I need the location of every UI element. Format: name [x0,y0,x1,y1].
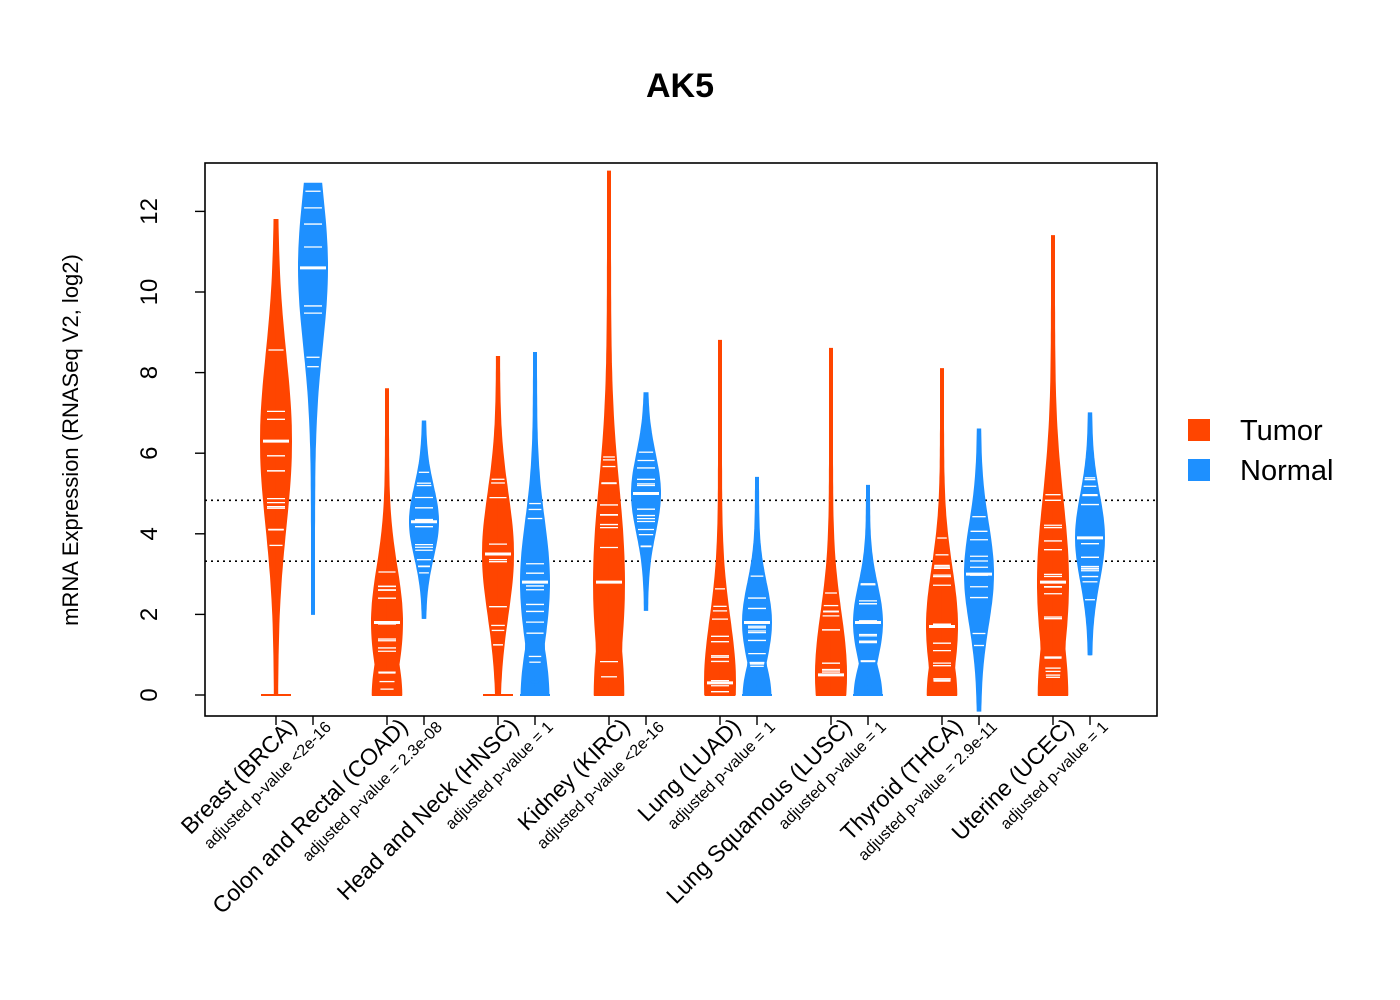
violin [298,182,328,615]
violin [592,170,626,696]
violin [481,356,515,696]
y-tick-label: 2 [136,608,163,621]
y-tick-label: 0 [136,688,163,701]
violin [741,476,773,696]
violin [1074,412,1106,656]
legend: Tumor Normal [1188,415,1333,487]
chart-title: AK5 [646,67,714,105]
violin [964,428,994,712]
plot-area [205,170,1157,712]
y-tick-label: 8 [136,366,163,379]
y-tick-label: 4 [136,527,163,540]
legend-label: Tumor [1240,415,1323,447]
violin [371,388,403,696]
violin [815,347,847,696]
y-tick-label: 10 [136,279,163,306]
violin [853,484,883,696]
y-tick-label: 12 [136,198,163,225]
violin [703,339,737,696]
plot-frame [204,162,1158,717]
legend-swatch [1188,459,1210,481]
legend-label: Normal [1240,455,1333,487]
violin [926,368,958,696]
violin [631,392,661,611]
violin [259,219,293,696]
y-tick-label: 6 [136,447,163,460]
violin [409,420,439,619]
violin [1037,235,1069,696]
violin [520,352,550,696]
y-axis-label: mRNA Expression (RNASeq V2, log2) [58,254,83,626]
legend-swatch [1188,419,1210,441]
